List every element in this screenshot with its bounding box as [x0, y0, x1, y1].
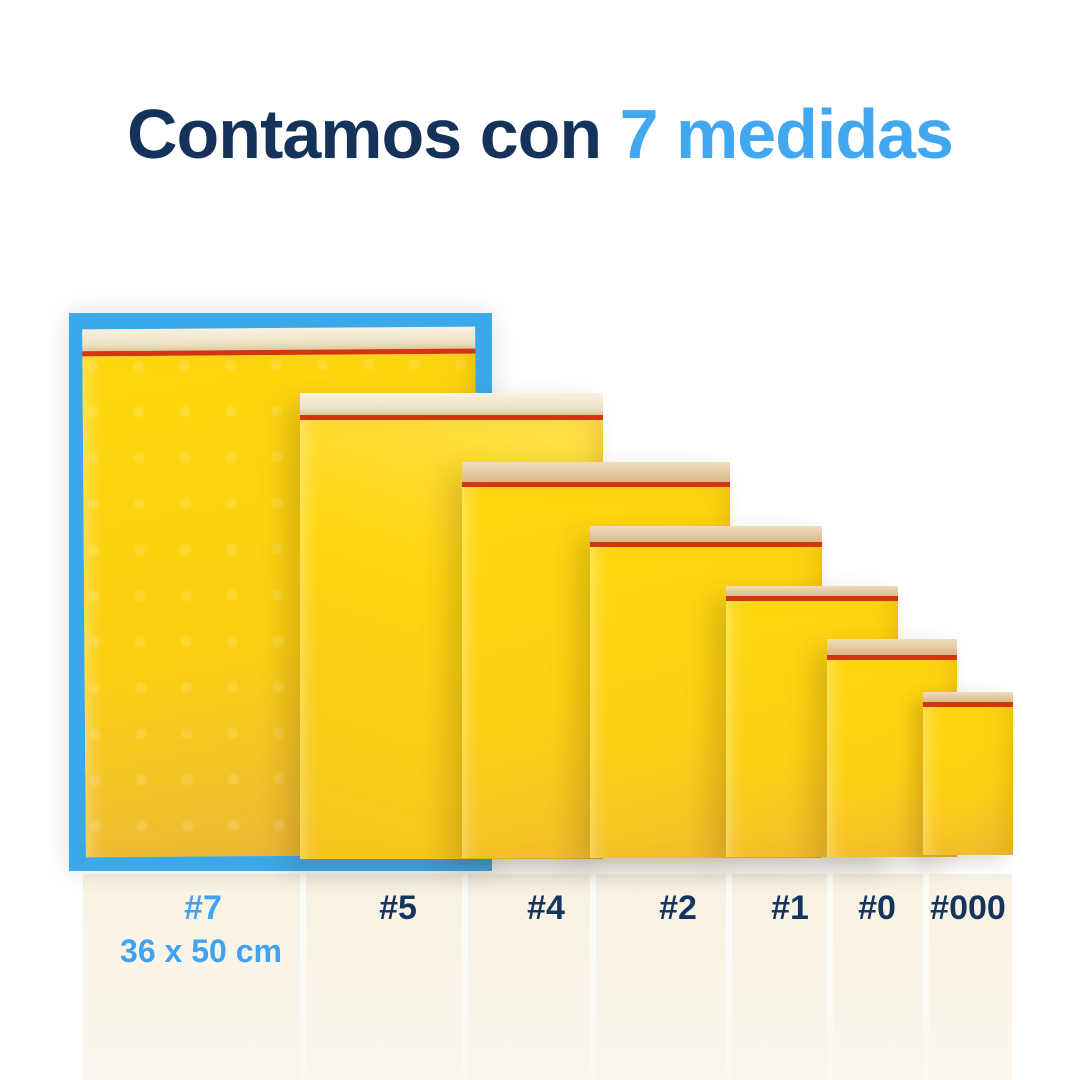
- reflection-panel: [83, 874, 1012, 1080]
- reflection-seam: [462, 874, 468, 1080]
- size-label-000: #000: [930, 889, 1006, 927]
- page-title: Contamos con 7 medidas: [0, 96, 1080, 173]
- size-label-7: #7: [184, 889, 222, 927]
- envelope-flap: [82, 326, 476, 352]
- envelope-flap: [827, 639, 957, 655]
- envelope-size-000: [923, 692, 1013, 855]
- envelope-flap: [590, 526, 822, 542]
- reflection-seam: [590, 874, 596, 1080]
- title-prefix: Contamos con: [127, 95, 620, 173]
- envelope-seal-strip: [462, 482, 730, 487]
- size-label-4: #4: [527, 889, 565, 927]
- reflection-seam: [726, 874, 732, 1080]
- envelope-body: [923, 707, 1013, 855]
- reflection-seam: [923, 874, 929, 1080]
- size-label-2: #2: [659, 889, 697, 927]
- envelope-flap: [726, 586, 898, 596]
- size-label-1: #1: [771, 889, 809, 927]
- reflection-seam: [827, 874, 833, 1080]
- envelope-flap: [923, 692, 1013, 702]
- envelope-seal-strip: [726, 596, 898, 601]
- envelope-flap: [462, 462, 730, 482]
- envelope-seal-strip: [923, 702, 1013, 707]
- size-label-5: #5: [379, 889, 417, 927]
- envelope-seal-strip: [827, 655, 957, 660]
- title-highlight: 7 medidas: [619, 95, 954, 173]
- envelope-flap: [300, 393, 603, 415]
- size-label-0: #0: [858, 889, 896, 927]
- reflection-seam: [300, 874, 306, 1080]
- envelope-seal-strip: [300, 415, 603, 420]
- size-dimensions-7: 36 x 50 cm: [120, 933, 282, 969]
- envelope-seal-strip: [590, 542, 822, 547]
